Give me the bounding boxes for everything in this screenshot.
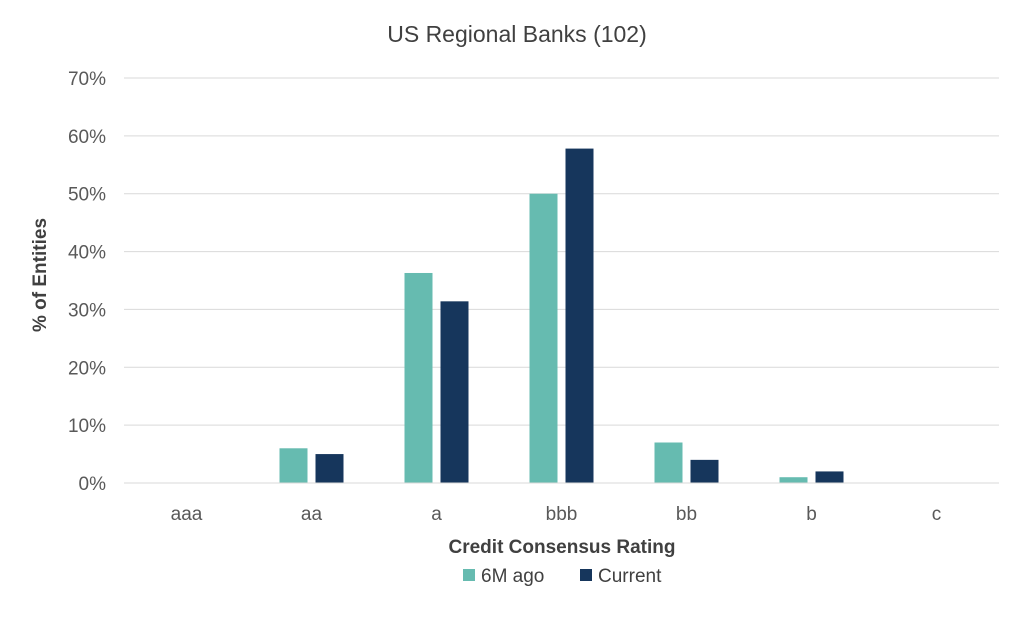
x-axis-title: Credit Consensus Rating [449,537,676,558]
x-axis-tick-labels: aaa aa a bbb bb b c [171,504,942,525]
x-tick-label: bb [676,504,697,525]
bars [279,148,844,484]
chart-title: US Regional Banks (102) [387,21,647,47]
legend: 6M ago Current [463,566,662,587]
bar-current-bbb [565,148,594,484]
x-tick-label: b [806,504,817,525]
legend-swatch [580,569,592,581]
y-tick-label: 70% [68,69,106,90]
y-tick-label: 10% [68,416,106,437]
bar-current-a [440,301,469,483]
gridlines [124,77,999,426]
y-tick-label: 20% [68,358,106,379]
bar-6m-ago-b [779,477,808,483]
y-tick-label: 30% [68,300,106,321]
x-tick-label: c [932,504,942,525]
bar-current-b [815,471,844,483]
legend-label: 6M ago [481,566,544,587]
bar-6m-ago-aa [279,448,308,483]
bar-6m-ago-bbb [529,193,558,483]
y-axis-title: % of Entities [30,218,51,332]
y-tick-label: 0% [79,474,107,495]
bar-current-aa [315,454,344,483]
x-tick-label: bbb [546,504,578,525]
y-tick-label: 60% [68,127,106,148]
bar-6m-ago-a [404,272,433,483]
x-tick-label: aaa [171,504,203,525]
bar-current-bb [690,459,719,483]
legend-label: Current [598,566,662,587]
legend-swatch [463,569,475,581]
y-tick-label: 50% [68,185,106,206]
x-tick-label: a [431,504,442,525]
x-tick-label: aa [301,504,323,525]
bar-6m-ago-bb [654,442,683,483]
y-axis-tick-labels: 0% 10% 20% 30% 40% 50% 60% 70% [68,69,106,495]
y-tick-label: 40% [68,243,106,264]
